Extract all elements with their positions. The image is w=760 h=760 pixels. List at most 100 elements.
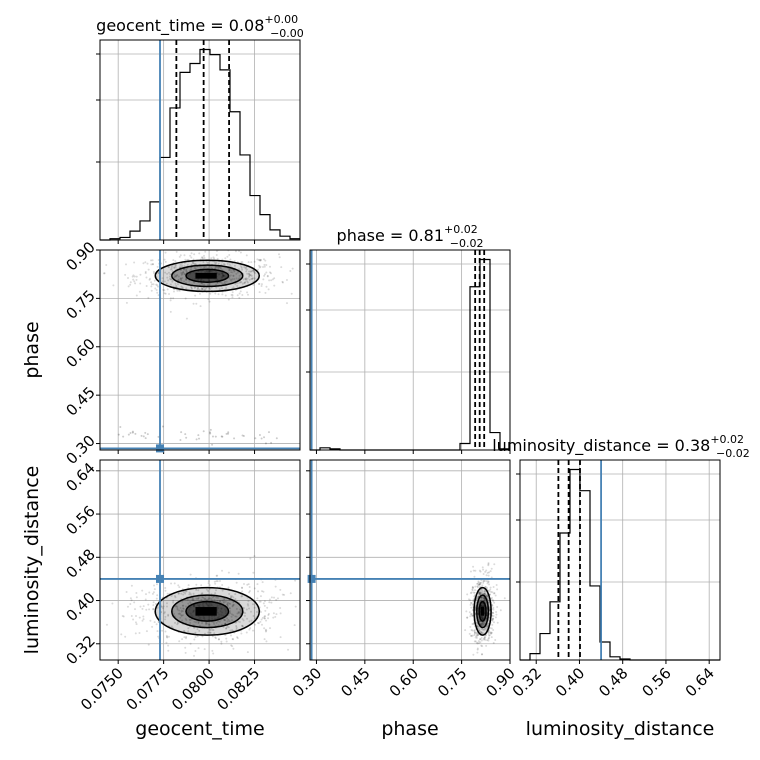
sample-point: [248, 628, 251, 631]
sample-point: [223, 619, 226, 622]
sample-point: [197, 286, 200, 289]
sample-point: [176, 623, 179, 626]
sample-point: [273, 596, 276, 599]
sample-point: [209, 631, 212, 634]
sample-point: [270, 596, 273, 599]
histogram-geocent-time: [100, 48, 300, 241]
sample-point: [153, 588, 156, 591]
sample-point: [243, 281, 246, 284]
sample-point: [252, 629, 255, 632]
sample-point: [163, 280, 166, 283]
sample-point: [281, 281, 284, 284]
sample-point: [133, 280, 136, 283]
sample-point: [246, 583, 249, 586]
sample-point: [238, 292, 241, 295]
sample-point: [238, 277, 241, 280]
sample-point: [171, 264, 174, 267]
sample-point: [180, 614, 183, 617]
sample-point: [199, 305, 202, 308]
sample-point: [156, 285, 159, 288]
sample-point: [135, 596, 138, 599]
sample-point: [474, 589, 477, 592]
sample-point: [201, 256, 204, 259]
sample-point: [484, 638, 487, 641]
sample-point: [217, 624, 220, 627]
sample-point: [481, 621, 484, 624]
sample-point: [152, 601, 155, 604]
sample-point: [220, 642, 223, 645]
sample-point: [470, 606, 473, 609]
sample-point: [142, 618, 145, 621]
sample-point: [173, 266, 176, 269]
sample-point: [218, 620, 221, 623]
sample-point: [262, 590, 265, 593]
sample-point: [194, 267, 197, 270]
sample-point: [241, 590, 244, 593]
sample-point: [180, 431, 183, 434]
sample-point: [279, 636, 282, 639]
sample-point: [249, 557, 252, 560]
sample-point: [205, 286, 208, 289]
sample-point: [134, 614, 137, 617]
sample-point: [478, 583, 481, 586]
sample-point: [174, 605, 177, 608]
sample-point: [473, 632, 476, 635]
sample-point: [469, 625, 472, 628]
sample-point: [254, 617, 257, 620]
sample-point: [177, 283, 180, 286]
sample-point: [144, 593, 147, 596]
sample-point: [224, 634, 227, 637]
sample-point: [253, 555, 256, 558]
sample-point: [148, 591, 151, 594]
sample-point: [228, 263, 231, 266]
sample-point: [263, 265, 266, 268]
sample-point: [247, 261, 250, 264]
sample-point: [206, 261, 209, 264]
sample-point: [170, 266, 173, 269]
sample-point: [482, 572, 485, 575]
sample-point: [135, 278, 138, 281]
sample-point: [490, 627, 493, 630]
sample-point: [263, 263, 266, 266]
sample-point: [486, 586, 489, 589]
sample-point: [161, 277, 164, 280]
sample-point: [224, 600, 227, 603]
sample-point: [203, 598, 206, 601]
sample-point: [153, 279, 156, 282]
sample-point: [492, 617, 495, 620]
panel-frame: [99, 459, 301, 661]
sample-point: [473, 640, 476, 643]
sample-point: [232, 603, 235, 606]
sample-point: [213, 622, 216, 625]
sample-point: [472, 565, 475, 568]
sample-point: [170, 625, 173, 628]
sample-point: [475, 641, 478, 644]
sample-point: [178, 255, 181, 258]
sample-point: [224, 294, 227, 297]
sample-point: [248, 272, 251, 275]
xtick-label-phase: 0.45: [337, 664, 373, 700]
sample-point: [193, 266, 196, 269]
sample-point: [478, 592, 481, 595]
sample-point: [217, 267, 220, 270]
sample-point: [248, 274, 251, 277]
sample-point: [127, 285, 130, 288]
sample-point: [491, 623, 494, 626]
sample-point: [213, 257, 216, 260]
sample-point: [470, 591, 473, 594]
sample-point: [218, 600, 221, 603]
sample-point: [492, 642, 495, 645]
sample-point: [469, 592, 472, 595]
sample-point: [156, 630, 159, 633]
sample-point: [488, 571, 491, 574]
sample-point: [484, 586, 487, 589]
sample-point: [178, 609, 181, 612]
sample-point: [252, 269, 255, 272]
sample-point: [496, 606, 499, 609]
sample-point: [475, 635, 478, 638]
sample-point: [151, 625, 154, 628]
sample-point: [221, 589, 224, 592]
sample-point: [218, 288, 221, 291]
sample-point: [487, 601, 490, 604]
sample-point: [472, 591, 475, 594]
